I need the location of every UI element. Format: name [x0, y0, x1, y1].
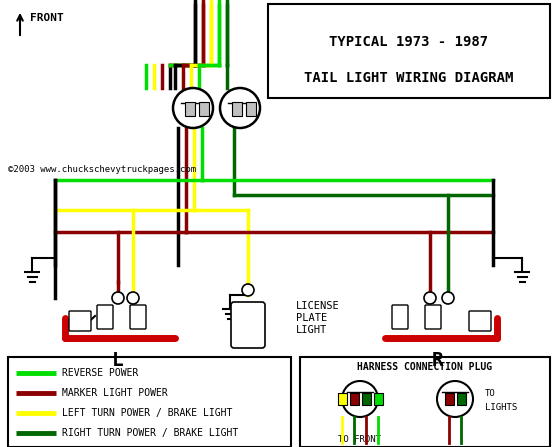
Text: L: L	[112, 350, 124, 370]
Bar	[300, 357, 550, 447]
FancyBboxPatch shape	[69, 311, 91, 331]
Bar	[199, 102, 209, 116]
Text: TO: TO	[485, 389, 496, 398]
FancyBboxPatch shape	[392, 305, 408, 329]
FancyBboxPatch shape	[231, 302, 265, 348]
Bar	[246, 102, 256, 116]
Bar	[8, 357, 291, 447]
Text: REVERSE POWER: REVERSE POWER	[62, 368, 138, 378]
Circle shape	[220, 88, 260, 128]
Circle shape	[442, 292, 454, 304]
Circle shape	[424, 292, 436, 304]
Circle shape	[342, 381, 378, 417]
Bar	[374, 393, 383, 405]
Text: TO FRONT: TO FRONT	[339, 434, 382, 443]
Text: RIGHT TURN POWER / BRAKE LIGHT: RIGHT TURN POWER / BRAKE LIGHT	[62, 428, 238, 438]
Text: LIGHTS: LIGHTS	[485, 402, 517, 412]
FancyBboxPatch shape	[469, 311, 491, 331]
Text: TAIL LIGHT WIRING DIAGRAM: TAIL LIGHT WIRING DIAGRAM	[304, 71, 514, 85]
Bar	[457, 393, 466, 405]
Text: MARKER LIGHT POWER: MARKER LIGHT POWER	[62, 388, 168, 398]
Bar	[268, 4, 550, 98]
Bar	[185, 102, 195, 116]
Text: R: R	[432, 350, 444, 370]
Circle shape	[112, 292, 124, 304]
Bar	[362, 393, 371, 405]
Circle shape	[242, 284, 254, 296]
Circle shape	[437, 381, 473, 417]
FancyBboxPatch shape	[97, 305, 113, 329]
Text: HARNESS CONNECTION PLUG: HARNESS CONNECTION PLUG	[358, 362, 492, 372]
FancyBboxPatch shape	[130, 305, 146, 329]
Text: TYPICAL 1973 - 1987: TYPICAL 1973 - 1987	[329, 35, 488, 49]
Text: FRONT: FRONT	[30, 13, 63, 23]
Bar	[338, 393, 347, 405]
Circle shape	[173, 88, 213, 128]
Bar	[232, 102, 242, 116]
Bar	[445, 393, 454, 405]
Bar	[350, 393, 359, 405]
FancyBboxPatch shape	[425, 305, 441, 329]
Text: LICENSE
PLATE
LIGHT: LICENSE PLATE LIGHT	[296, 301, 340, 335]
Text: LEFT TURN POWER / BRAKE LIGHT: LEFT TURN POWER / BRAKE LIGHT	[62, 408, 232, 418]
Circle shape	[127, 292, 139, 304]
Text: ©2003 www.chuckschevytruckpages.com: ©2003 www.chuckschevytruckpages.com	[8, 165, 196, 174]
